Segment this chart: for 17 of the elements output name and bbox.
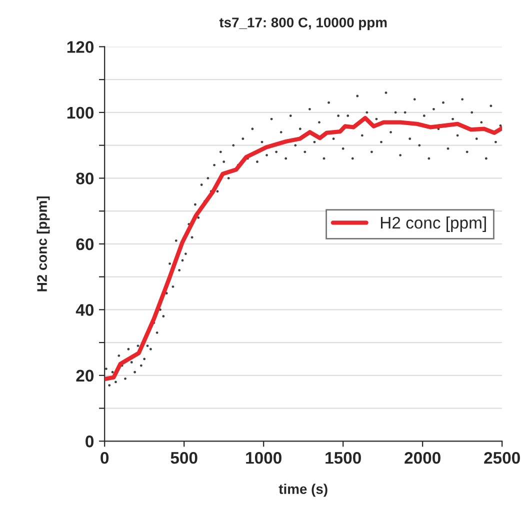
x-tick-label: 0 <box>100 452 109 464</box>
x-tick-label: 1500 <box>326 452 361 464</box>
y-tick-label: 20 <box>76 370 94 382</box>
x-tick-label: 1000 <box>246 452 282 464</box>
x-tick-label: 2000 <box>404 452 440 464</box>
y-tick-label: 120 <box>67 41 94 53</box>
x-tick-label: 2500 <box>484 452 520 464</box>
y-tick-label: 0 <box>86 436 94 448</box>
chart-title: ts7_17: 800 C, 10000 ppm <box>219 18 387 30</box>
y-axis-title: H2 conc [ppm] <box>36 196 50 292</box>
y-tick-label: 60 <box>76 238 94 250</box>
legend-label: H2 conc [ppm] <box>381 216 486 232</box>
y-tick-label: 100 <box>67 106 94 119</box>
y-tick-label: 80 <box>76 172 94 184</box>
x-tick-label: 500 <box>170 452 198 464</box>
x-axis-title: time (s) <box>278 484 328 497</box>
y-tick-label: 40 <box>76 304 94 316</box>
